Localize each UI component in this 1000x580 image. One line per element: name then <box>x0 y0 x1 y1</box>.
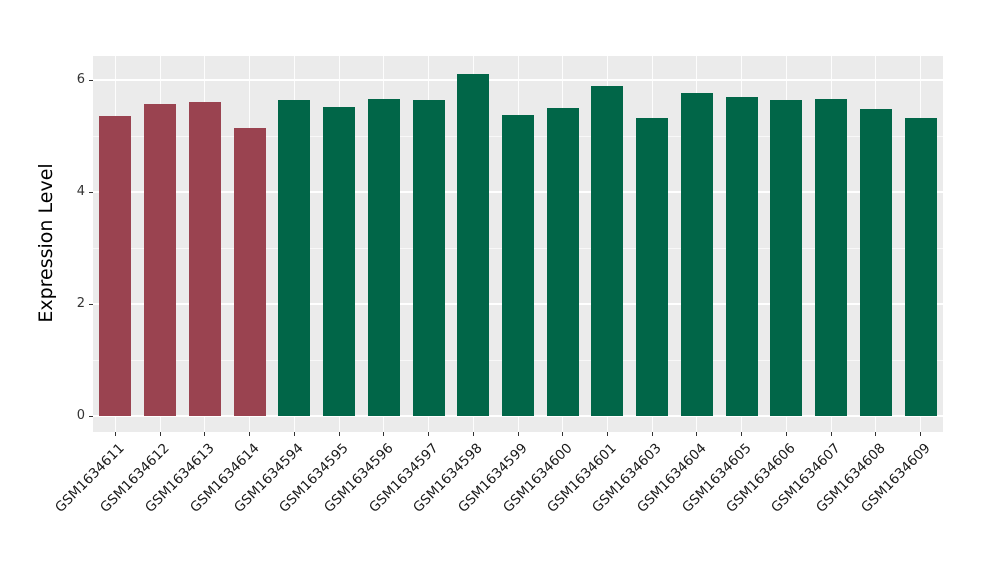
bar <box>323 106 356 416</box>
bar <box>636 117 669 416</box>
x-tick-mark <box>651 432 653 436</box>
bar <box>859 108 892 416</box>
x-tick-mark <box>741 432 743 436</box>
x-tick-mark <box>830 432 832 436</box>
y-tick-mark <box>89 415 93 417</box>
bar <box>188 102 221 416</box>
bar <box>591 85 624 416</box>
bar <box>233 127 266 416</box>
x-tick-mark <box>472 432 474 436</box>
x-tick-mark <box>517 432 519 436</box>
bar <box>546 108 579 416</box>
y-tick-mark <box>89 303 93 305</box>
x-tick-mark <box>606 432 608 436</box>
y-tick-mark <box>89 79 93 81</box>
x-tick-mark <box>428 432 430 436</box>
x-tick-mark <box>293 432 295 436</box>
x-tick-mark <box>696 432 698 436</box>
bar <box>457 73 490 416</box>
x-tick-mark <box>562 432 564 436</box>
x-tick-mark <box>249 432 251 436</box>
y-tick-label: 4 <box>76 184 85 200</box>
bar <box>144 104 177 416</box>
x-tick-mark <box>785 432 787 436</box>
y-tick-label: 2 <box>76 296 85 312</box>
x-tick-mark <box>383 432 385 436</box>
bar <box>367 98 400 416</box>
bar <box>502 115 534 416</box>
x-tick-mark <box>204 432 206 436</box>
x-tick-mark <box>920 432 922 436</box>
bar <box>680 92 713 416</box>
y-axis-title: Expression Level <box>35 163 57 323</box>
bar <box>412 99 445 416</box>
y-tick-mark <box>89 191 93 193</box>
bar <box>725 96 758 416</box>
plot-panel <box>93 56 943 432</box>
bar <box>770 100 803 416</box>
x-tick-mark <box>114 432 116 436</box>
x-tick-mark <box>159 432 161 436</box>
y-tick-label: 6 <box>76 72 85 88</box>
bar <box>815 98 848 416</box>
bar <box>99 116 132 416</box>
x-tick-mark <box>338 432 340 436</box>
bar <box>904 117 937 416</box>
bar <box>278 100 311 416</box>
y-tick-label: 0 <box>76 408 85 423</box>
x-tick-mark <box>875 432 877 436</box>
